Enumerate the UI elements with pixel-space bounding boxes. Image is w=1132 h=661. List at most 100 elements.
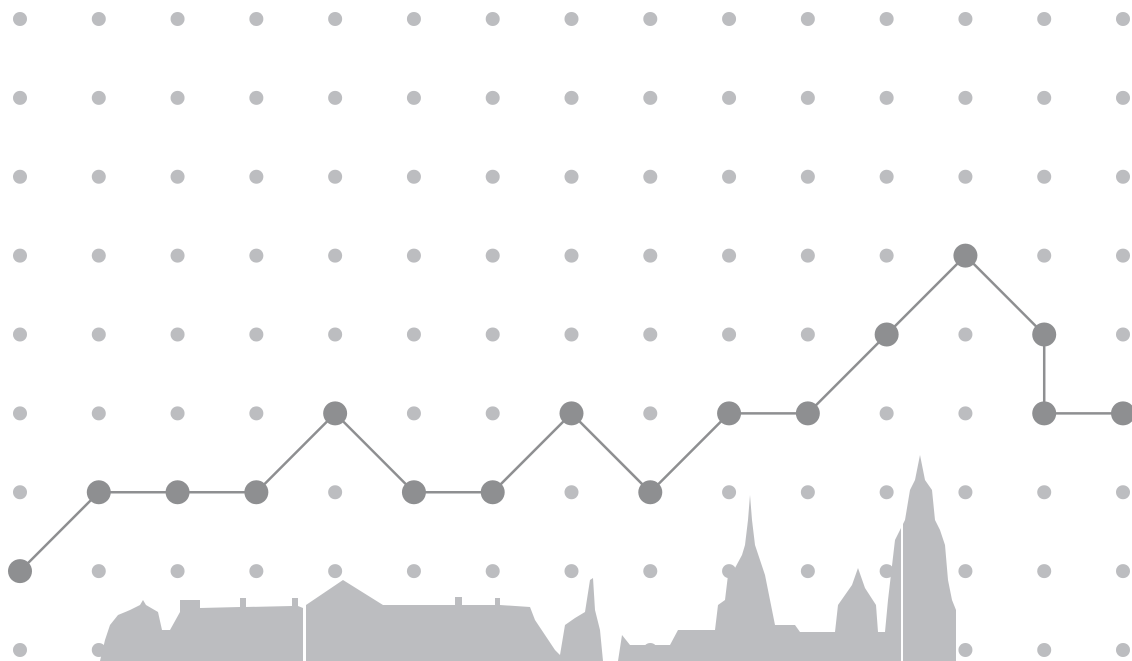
grid-dot (13, 12, 27, 26)
grid-dot (170, 406, 185, 421)
grid-dot (406, 327, 421, 342)
point (323, 401, 348, 426)
grid-dot (328, 485, 343, 500)
grid-dot (328, 564, 343, 579)
grid-dot (406, 12, 421, 26)
point (401, 480, 426, 505)
grid-dot (879, 248, 894, 263)
grid-dot (170, 90, 185, 105)
grid-dot (406, 406, 421, 421)
point (717, 401, 742, 426)
grid-dot (722, 327, 737, 342)
grid-dot (13, 643, 27, 657)
point (795, 401, 820, 426)
grid-dot (170, 564, 185, 579)
skyline (100, 455, 956, 661)
grid-dot (800, 485, 815, 500)
dot-grid (13, 12, 1130, 657)
point (1111, 401, 1132, 426)
grid-dot (800, 564, 815, 579)
grid-dot (800, 327, 815, 342)
grid-dot (1116, 485, 1130, 500)
grid-dot (1037, 643, 1052, 657)
skyline-middle (306, 578, 603, 661)
grid-dot (406, 169, 421, 184)
grid-dot (958, 169, 973, 184)
grid-dot (564, 564, 579, 579)
grid-dot (879, 564, 894, 579)
grid-dot (1037, 90, 1052, 105)
grid-dot (91, 169, 106, 184)
grid-dot (1037, 12, 1052, 26)
grid-dot (643, 248, 658, 263)
point (8, 559, 32, 584)
grid-dot (91, 248, 106, 263)
skyline-right (618, 455, 956, 661)
point (638, 480, 663, 505)
grid-dot (879, 406, 894, 421)
point (244, 480, 269, 505)
grid-dot (643, 169, 658, 184)
grid-dot (1116, 643, 1130, 657)
grid-dot (1116, 248, 1130, 263)
grid-dot (249, 169, 264, 184)
skyline-left (100, 598, 303, 661)
grid-dot (1037, 564, 1052, 579)
grid-dot (722, 12, 737, 26)
grid-dot (406, 90, 421, 105)
grid-dot (722, 90, 737, 105)
grid-dot (249, 248, 264, 263)
grid-dot (958, 12, 973, 26)
grid-dot (91, 564, 106, 579)
grid-dot (800, 248, 815, 263)
grid-dot (564, 12, 579, 26)
grid-dot (328, 327, 343, 342)
point (874, 322, 899, 347)
plot (8, 243, 1132, 584)
grid-dot (1037, 248, 1052, 263)
grid-dot (564, 248, 579, 263)
grid-dot (406, 248, 421, 263)
grid-dot (800, 12, 815, 26)
point (953, 243, 978, 268)
grid-dot (91, 12, 106, 26)
grid-dot (879, 12, 894, 26)
grid-dot (13, 406, 27, 421)
grid-dot (800, 90, 815, 105)
grid-dot (328, 248, 343, 263)
grid-dot (170, 12, 185, 26)
grid-dot (643, 564, 658, 579)
grid-dot (249, 406, 264, 421)
grid-dot (643, 90, 658, 105)
grid-dot (485, 169, 500, 184)
grid-dot (485, 248, 500, 263)
grid-dot (1116, 564, 1130, 579)
grid-dot (1116, 169, 1130, 184)
grid-dot (643, 12, 658, 26)
grid-dot (958, 406, 973, 421)
grid-dot (485, 406, 500, 421)
grid-dot (800, 169, 815, 184)
point (1032, 322, 1057, 347)
point (86, 480, 111, 505)
grid-dot (564, 485, 579, 500)
grid-dot (249, 327, 264, 342)
grid-dot (958, 485, 973, 500)
point (480, 480, 505, 505)
grid-dot (13, 169, 27, 184)
grid-dot (958, 643, 973, 657)
grid-dot (958, 564, 973, 579)
grid-dot (879, 90, 894, 105)
grid-dot (485, 327, 500, 342)
grid-dot (328, 90, 343, 105)
grid-dot (564, 327, 579, 342)
grid-dot (328, 169, 343, 184)
grid-dot (485, 12, 500, 26)
grid-dot (722, 485, 737, 500)
grid-dot (643, 406, 658, 421)
grid-dot (13, 248, 27, 263)
grid-dot (643, 327, 658, 342)
grid-dot (328, 12, 343, 26)
grid-dot (879, 169, 894, 184)
